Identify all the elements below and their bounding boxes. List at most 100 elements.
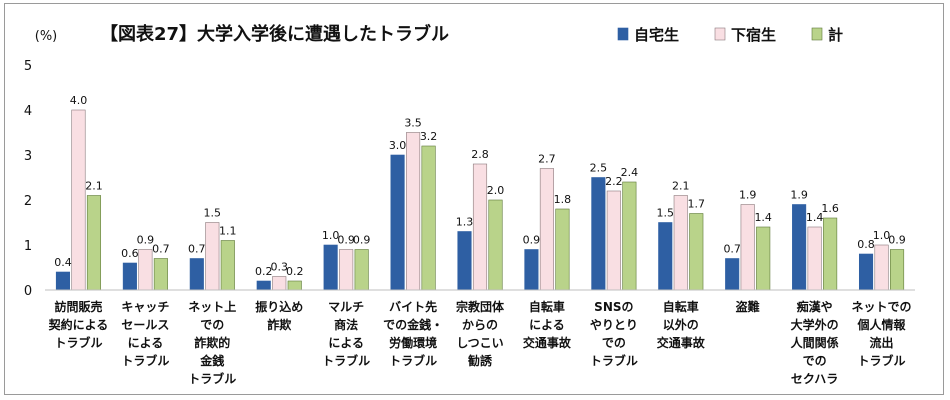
x-tick-label: SNSの <box>594 300 633 314</box>
x-tick-label: での <box>602 336 626 350</box>
data-label: 0.9 <box>137 234 155 247</box>
x-tick-label: での <box>200 318 224 332</box>
bar <box>725 258 740 291</box>
x-tick-label: 訪問販売 <box>54 299 102 314</box>
x-tick-label: トラブル <box>54 335 102 350</box>
x-tick-label: ネットでの <box>852 300 912 314</box>
data-label: 0.7 <box>723 243 741 256</box>
x-tick-label: バイト先 <box>389 299 437 314</box>
bar <box>658 222 673 291</box>
data-label: 1.5 <box>657 207 675 220</box>
x-tick-label: トラブル <box>590 353 638 368</box>
data-label: 0.3 <box>270 261 288 274</box>
x-tick-label: トラブル <box>858 353 906 368</box>
y-tick-label: 2 <box>24 194 32 209</box>
data-label: 0.9 <box>337 234 355 247</box>
data-label: 0.7 <box>188 243 206 256</box>
x-tick-label: 以外の <box>663 317 699 332</box>
data-label: 2.2 <box>605 175 623 188</box>
bar <box>792 204 807 291</box>
data-label: 2.0 <box>487 184 505 197</box>
y-axis: 0 1 2 3 4 5 <box>24 59 32 299</box>
data-label: 2.7 <box>538 153 556 166</box>
data-label: 1.8 <box>554 193 572 206</box>
data-label: 0.7 <box>152 243 170 256</box>
y-axis-label: (%) <box>35 29 58 44</box>
legend-swatch <box>617 27 629 41</box>
data-label: 1.0 <box>322 229 340 242</box>
data-label: 2.1 <box>85 180 103 193</box>
bar <box>606 190 621 291</box>
x-tick-label: 大学外の <box>791 317 839 332</box>
bar <box>189 258 204 291</box>
x-tick-label: キャッチ <box>121 300 169 314</box>
data-label: 4.0 <box>70 94 88 107</box>
y-tick-label: 4 <box>24 104 32 119</box>
bar <box>220 240 235 291</box>
x-tick-label: 自転車 <box>663 299 699 314</box>
data-label: 1.3 <box>456 216 474 229</box>
bar <box>287 280 302 291</box>
x-tick-label: 個人情報 <box>857 317 907 332</box>
bar <box>622 181 637 291</box>
bar <box>524 249 539 291</box>
x-tick-label: での金銭・ <box>383 317 443 332</box>
bar <box>272 276 287 291</box>
bar-group: 3.0 3.53.2 <box>389 117 438 291</box>
bar-group: 2.52.22.4 <box>590 162 638 291</box>
data-label: 1.7 <box>688 198 706 211</box>
data-label: 1.5 <box>204 207 222 220</box>
bar <box>539 168 554 291</box>
bar <box>740 204 755 291</box>
legend: 自宅生 下宿生 計 <box>617 26 843 44</box>
x-tick-label: 流出 <box>870 335 894 350</box>
bar <box>807 226 822 291</box>
legend-label: 下宿生 <box>731 26 776 44</box>
bar <box>71 109 86 291</box>
x-tick-label: しつこい <box>456 336 503 350</box>
data-label: 1.4 <box>806 211 824 224</box>
bar <box>153 258 168 291</box>
x-tick-label: からの <box>462 318 498 332</box>
bar <box>122 262 137 291</box>
data-label: 1.0 <box>873 229 891 242</box>
x-tick-label: 労働環境 <box>389 335 437 350</box>
y-tick-label: 3 <box>24 149 32 164</box>
data-label: 0.4 <box>54 256 72 269</box>
bar <box>756 226 771 291</box>
data-label: 1.4 <box>754 211 772 224</box>
bar <box>55 271 71 291</box>
x-tick-label: 金銭 <box>199 353 224 368</box>
data-label: 0.9 <box>888 234 906 247</box>
bar <box>205 222 220 291</box>
data-label: 0.2 <box>255 265 273 278</box>
bar <box>472 163 488 291</box>
y-tick-label: 1 <box>24 239 32 254</box>
bar-group: 0.7 1.9 1.4 <box>723 189 772 291</box>
bar <box>256 280 271 291</box>
bar <box>874 244 889 291</box>
x-tick-label: 振り込め <box>255 299 303 314</box>
x-tick-label: トラブル <box>121 353 169 368</box>
x-tick-label: 交通事故 <box>523 335 572 350</box>
legend-swatch <box>714 27 726 41</box>
x-tick-label: トラブル <box>389 353 437 368</box>
bar-group: 0.81.00.9 <box>857 229 906 291</box>
data-label: 3.2 <box>420 130 438 143</box>
x-tick-label: トラブル <box>322 353 370 368</box>
bar-group: 0.7 1.5 1.1 <box>188 207 237 291</box>
data-label: 0.2 <box>286 265 304 278</box>
data-label: 1.6 <box>821 202 839 215</box>
data-label: 2.1 <box>672 180 690 193</box>
x-tick-label: 勧誘 <box>468 353 493 368</box>
y-tick-label: 0 <box>24 284 32 299</box>
x-tick-label: 契約による <box>48 317 109 332</box>
bar-group: 1.00.90.9 <box>322 229 370 291</box>
data-label: 0.8 <box>857 238 875 251</box>
legend-swatch <box>811 27 823 41</box>
chart-frame <box>4 3 944 395</box>
y-tick-label: 5 <box>24 59 32 74</box>
bar <box>889 249 905 291</box>
data-label: 1.1 <box>219 225 237 238</box>
